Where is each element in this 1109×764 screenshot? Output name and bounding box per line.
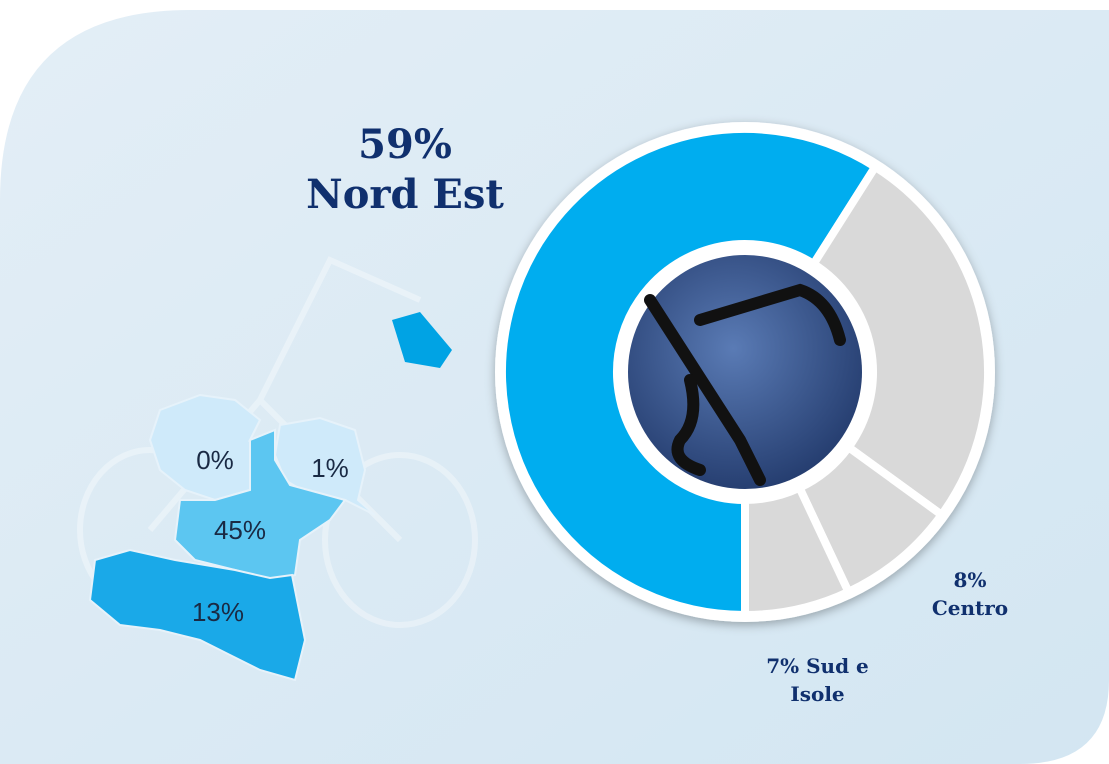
value-label: 8%: [953, 568, 987, 592]
label-centro: 8% Centro: [900, 566, 1040, 622]
map-fragment: [392, 312, 452, 368]
region-value-label: 1%: [311, 453, 349, 483]
label-sud: 7% Sud e Isole: [760, 652, 875, 708]
region-value-label: 13%: [192, 597, 244, 627]
category-label: Centro: [931, 596, 1009, 620]
map-region: [88, 548, 307, 682]
handlebar-drawing: [644, 283, 846, 486]
donut-segment: [808, 161, 992, 521]
label-nord-est: 59% Nord Est: [255, 120, 555, 220]
value-label: 7%: [766, 654, 800, 678]
region-value-label: 45%: [214, 515, 266, 545]
category-label: Sud e Isole: [790, 654, 869, 706]
category-label: Nord Est: [306, 171, 504, 218]
value-label: 59%: [358, 121, 452, 168]
region-value-label: 0%: [196, 445, 234, 475]
